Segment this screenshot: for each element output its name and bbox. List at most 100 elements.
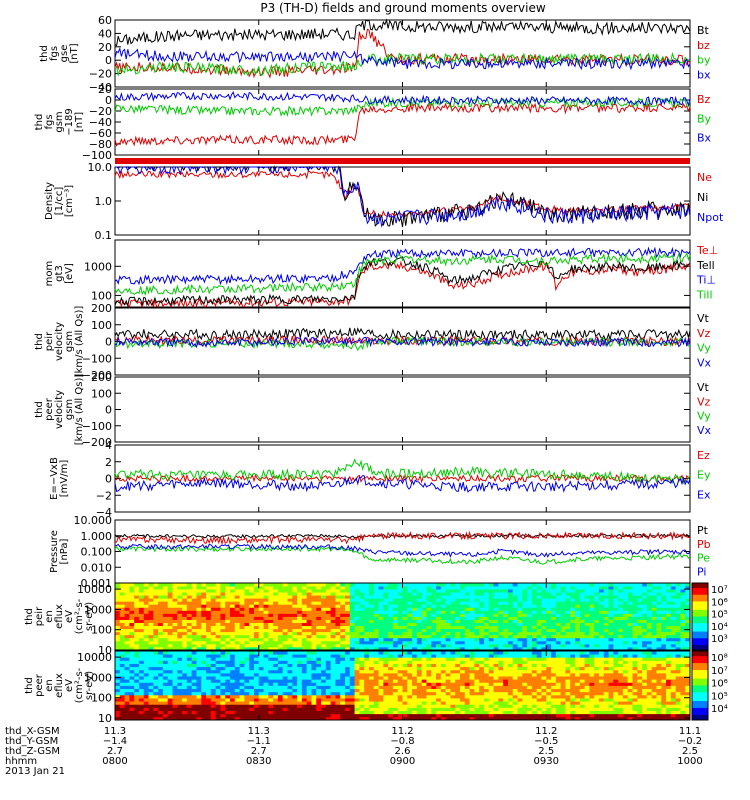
spectrogram-cell	[177, 691, 183, 696]
spectrogram-cell	[172, 595, 178, 599]
spectrogram-cell	[522, 707, 528, 711]
spectrogram-cell	[431, 637, 437, 642]
legend-label: Bz	[697, 93, 711, 106]
spectrogram-cell	[115, 622, 121, 627]
spectrogram-cell	[546, 601, 552, 605]
spectrogram-cell	[253, 660, 260, 664]
spectrogram-cell	[575, 595, 581, 599]
spectrogram-cell	[436, 713, 442, 718]
spectrogram-cell	[153, 601, 159, 605]
spectrogram-cell	[196, 698, 202, 702]
spectrogram-cell	[565, 595, 571, 599]
spectrogram-cell	[383, 657, 389, 661]
spectrogram-cell	[680, 610, 686, 614]
spectrogram-cell	[493, 682, 499, 686]
spectrogram-cell	[517, 583, 523, 587]
spectrogram-cell	[598, 595, 605, 599]
colorbar-step	[692, 634, 708, 638]
spectrogram-cell	[426, 598, 432, 602]
spectrogram-cell	[201, 698, 207, 702]
spectrogram-cell	[287, 713, 293, 718]
spectrogram-cell	[527, 660, 533, 664]
spectrogram-cell	[220, 640, 226, 645]
spectrogram-cell	[297, 619, 303, 623]
spectrogram-cell	[349, 583, 355, 587]
spectrogram-cell	[282, 657, 288, 661]
spectrogram-cell	[666, 622, 672, 627]
colorbar-step	[692, 644, 708, 648]
spectrogram-cell	[560, 604, 566, 608]
spectrogram-cell	[349, 625, 355, 630]
spectrogram-cell	[124, 595, 130, 599]
spectrogram-cell	[119, 637, 125, 642]
spectrogram-cell	[273, 672, 279, 677]
spectrogram-cell	[416, 660, 423, 664]
spectrogram-cell	[273, 601, 279, 605]
spectrogram-cell	[608, 604, 614, 608]
spectrogram-cell	[440, 589, 447, 593]
spectrogram-cell	[464, 601, 470, 605]
spectrogram-cell	[301, 637, 308, 642]
spectrogram-cell	[340, 616, 346, 620]
figure-title: P3 (TH-D) fields and ground moments over…	[260, 1, 545, 15]
spectrogram-cell	[345, 637, 351, 642]
legend-label: Ni	[697, 191, 708, 204]
spectrogram-cell	[426, 716, 432, 721]
spectrogram-cell	[325, 628, 332, 633]
spectrogram-cell	[555, 592, 562, 596]
spectrogram-cell	[292, 663, 298, 668]
spectrogram-cell	[594, 622, 600, 627]
spectrogram-cell	[138, 619, 145, 623]
spectrogram-cell	[402, 604, 408, 608]
spectrogram-cell	[196, 676, 202, 680]
spectrogram-cell	[503, 654, 509, 658]
spectrogram-cell	[517, 694, 523, 699]
spectrogram-cell	[378, 604, 384, 608]
spectrogram-cell	[522, 713, 528, 718]
spectrogram-cell	[656, 589, 662, 593]
spectrogram-cell	[177, 669, 183, 674]
spectrogram-cell	[666, 610, 672, 614]
spectrogram-cell	[301, 640, 308, 645]
spectrogram-cell	[177, 682, 183, 686]
spectrogram-cell	[670, 595, 677, 599]
spectrogram-cell	[517, 610, 523, 614]
spectrogram-cell	[263, 613, 269, 617]
spectrogram-cell	[287, 619, 293, 623]
spectrogram-cell	[474, 610, 480, 614]
spectrogram-cell	[412, 622, 418, 627]
spectrogram-cell	[656, 607, 662, 611]
spectrogram-cell	[507, 688, 514, 693]
spectrogram-cell	[479, 691, 485, 696]
spectrogram-cell	[220, 698, 226, 702]
spectrogram-cell	[234, 663, 240, 668]
spectrogram-cell	[421, 701, 427, 705]
spectrogram-cell	[373, 628, 379, 633]
spectrogram-cell	[162, 657, 169, 661]
spectrogram-cell	[167, 654, 173, 658]
spectrogram-cell	[349, 619, 355, 623]
spectrogram-cell	[431, 685, 437, 690]
spectrogram-cell	[531, 654, 538, 658]
spectrogram-cell	[685, 637, 691, 642]
spectrogram-cell	[239, 604, 245, 608]
spectrogram-cell	[685, 592, 691, 596]
spectrogram-cell	[541, 628, 547, 633]
spectrogram-cell	[527, 616, 533, 620]
spectrogram-cell	[191, 707, 197, 711]
spectrogram-cell	[416, 601, 423, 605]
spectrogram-cell	[622, 601, 629, 605]
spectrogram-cell	[191, 676, 197, 680]
y-axis-label: gsm	[64, 399, 75, 420]
spectrogram-cell	[531, 607, 538, 611]
spectrogram-cell	[479, 704, 485, 708]
spectrogram-cell	[282, 625, 288, 630]
spectrogram-cell	[378, 654, 384, 658]
spectrogram-cell	[225, 694, 231, 699]
spectrogram-cell	[349, 634, 355, 639]
spectrogram-cell	[421, 598, 427, 602]
spectrogram-cell	[129, 660, 135, 664]
spectrogram-cell	[445, 595, 451, 599]
spectrogram-cell	[675, 589, 681, 593]
